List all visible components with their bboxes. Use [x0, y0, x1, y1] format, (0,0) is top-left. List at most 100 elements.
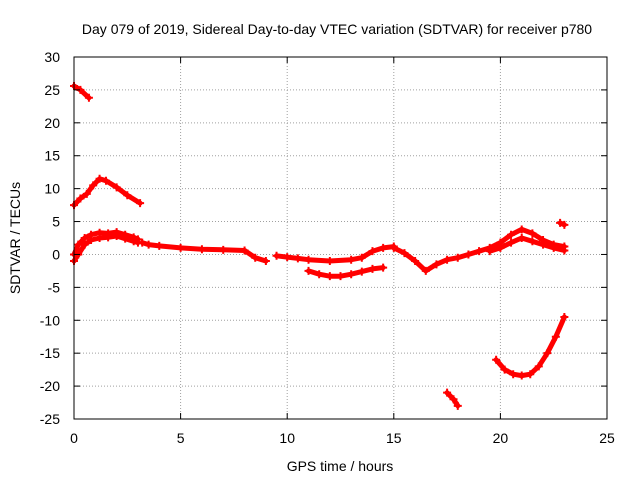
data-point: [475, 247, 484, 256]
data-point: [357, 267, 366, 276]
y-axis-label: SDTVAR / TECUs: [7, 182, 23, 294]
y-tick-label: -10: [40, 312, 60, 328]
x-tick-label: 0: [70, 430, 78, 446]
data-point: [411, 257, 420, 266]
y-tick-label: -15: [40, 345, 60, 361]
plot-frame: [73, 56, 608, 420]
data-point: [104, 233, 113, 242]
data-point: [101, 176, 110, 185]
data-point: [400, 249, 409, 258]
data-point: [560, 312, 569, 321]
data-point: [89, 181, 98, 190]
data-point: [539, 240, 548, 249]
data-point: [261, 257, 270, 266]
axis-ticks: [73, 56, 608, 420]
data-point: [526, 370, 535, 379]
series-layer: [70, 81, 569, 410]
data-point: [240, 246, 249, 255]
data-point: [304, 266, 313, 275]
x-tick-label: 20: [493, 430, 509, 446]
data-point: [219, 245, 228, 254]
y-tick-label: 20: [44, 115, 60, 131]
data-point: [144, 240, 153, 249]
y-tick-label: -25: [40, 411, 60, 427]
series-segment-midday-2: [274, 244, 397, 264]
data-point: [84, 93, 93, 102]
data-point: [507, 230, 516, 239]
data-point: [432, 260, 441, 269]
data-point: [197, 245, 206, 254]
data-point: [176, 243, 185, 252]
data-point: [336, 272, 345, 281]
data-point: [507, 238, 516, 247]
data-point: [509, 370, 518, 379]
data-point: [123, 191, 132, 200]
data-point: [556, 218, 565, 227]
data-point: [389, 243, 398, 252]
data-point: [453, 253, 462, 262]
data-point: [543, 349, 552, 358]
data-point: [272, 251, 281, 260]
data-point: [517, 234, 526, 242]
data-point: [121, 234, 130, 243]
data-point: [129, 237, 138, 246]
data-point: [76, 194, 85, 203]
data-point: [528, 237, 537, 246]
data-point: [500, 365, 509, 374]
data-point: [304, 255, 313, 264]
y-tick-label: 30: [44, 49, 60, 65]
x-tick-label: 25: [599, 430, 615, 446]
data-point: [138, 238, 147, 247]
data-point: [379, 243, 388, 252]
data-point: [528, 229, 537, 238]
data-point: [155, 241, 164, 250]
data-point: [443, 388, 452, 397]
data-point: [293, 254, 302, 263]
data-point: [549, 243, 558, 252]
data-point: [95, 174, 104, 183]
data-point: [357, 253, 366, 262]
data-point: [496, 243, 505, 252]
data-point: [560, 220, 569, 229]
data-point: [251, 253, 260, 262]
data-point: [347, 255, 356, 264]
series-segment-upper-band: [71, 229, 141, 257]
chart-title: Day 079 of 2019, Sidereal Day-to-day VTE…: [82, 21, 592, 37]
data-point: [421, 266, 430, 275]
grid-lines: [74, 57, 607, 419]
data-point: [492, 355, 501, 364]
data-point: [368, 247, 377, 256]
y-tick-label: -5: [48, 279, 61, 295]
data-point: [453, 401, 462, 410]
data-point: [112, 183, 121, 192]
data-point: [315, 270, 324, 279]
data-point: [347, 270, 356, 279]
x-tick-label: 15: [386, 430, 402, 446]
data-point: [485, 247, 494, 256]
tick-labels: 0 5 10 15 20 25 -25 -20 -15 -10 -5 0 5 10 15 20 25 30: [40, 49, 615, 446]
data-point: [443, 255, 452, 264]
y-tick-label: 25: [44, 82, 60, 98]
data-point: [560, 246, 569, 255]
series-segment-lower-band: [71, 233, 141, 264]
data-point: [112, 232, 121, 241]
data-point: [449, 395, 458, 404]
data-point: [534, 362, 543, 371]
y-tick-label: 0: [52, 246, 60, 262]
x-axis-label: GPS time / hours: [287, 458, 394, 474]
x-tick-label: 5: [177, 430, 185, 446]
data-point: [80, 240, 89, 249]
data-point: [95, 234, 104, 242]
y-tick-label: 10: [44, 181, 60, 197]
data-point: [379, 263, 388, 272]
data-point: [325, 272, 334, 281]
data-point: [551, 332, 560, 341]
y-tick-label: 15: [44, 148, 60, 164]
y-tick-label: -20: [40, 378, 60, 394]
data-point: [517, 371, 526, 380]
x-tick-label: 10: [279, 430, 295, 446]
data-point: [283, 253, 292, 262]
data-point: [368, 264, 377, 273]
y-tick-label: 5: [52, 214, 60, 230]
